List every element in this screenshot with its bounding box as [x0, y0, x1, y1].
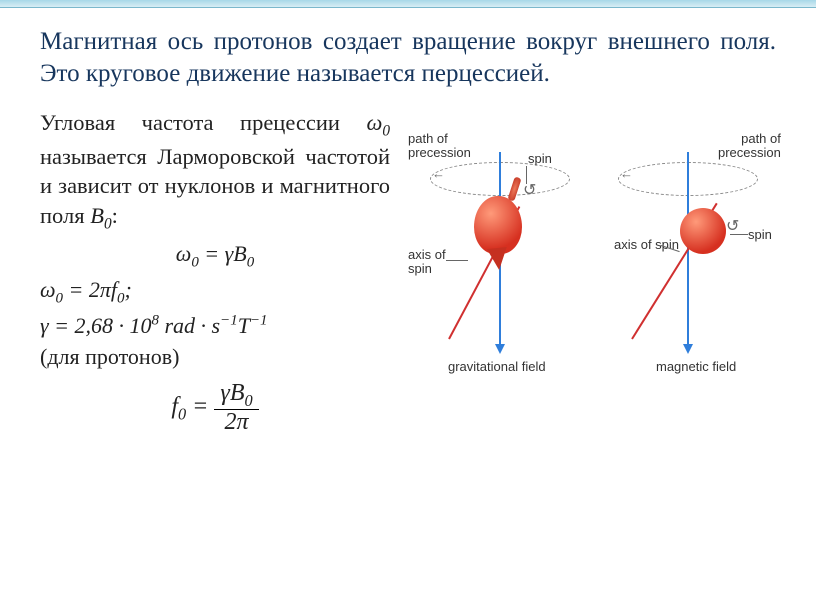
f2-eq: = 2πf — [63, 277, 117, 302]
formula-omega-eq-gammaB0: ω0 = γB0 — [40, 239, 390, 273]
slide-content: Магнитная ось протонов создает вращение … — [0, 0, 816, 447]
larmor-paragraph: Угловая частота прецессии ω0 называется … — [40, 108, 390, 235]
formula-omega-2pif: ω0 = 2πf0; — [40, 275, 390, 309]
label-path-left: path of precession — [408, 132, 471, 161]
precession-arrow-right: ← — [620, 166, 633, 181]
f1-lhs: ω — [176, 241, 192, 266]
f1-lhs-sub: 0 — [191, 254, 198, 270]
g-a: γ = 2,68 · 10 — [40, 313, 152, 338]
f2-end: ; — [125, 277, 132, 302]
formula-f0: f0 = γB02π — [40, 381, 390, 435]
label-axis-right: axis of spin — [614, 238, 679, 252]
label-gravitational: gravitational field — [448, 360, 546, 374]
note-protons: (для протонов) — [40, 342, 390, 371]
f2-lhs-sub: 0 — [56, 290, 63, 306]
spin-arrow-left: ↺ — [523, 180, 536, 200]
g-exp3: −1 — [250, 313, 268, 329]
figure-column: ↺ ↺ ← ← path of precession path of prece… — [408, 108, 776, 408]
label-spin-left: spin — [528, 152, 552, 166]
B-sub: 0 — [104, 216, 112, 233]
g-c: T — [238, 313, 250, 338]
f0-eq: = — [186, 394, 214, 420]
g-b: rad · s — [159, 313, 220, 338]
f1-rhs-sub: 0 — [247, 254, 254, 270]
top-tip — [487, 247, 509, 271]
f0-num-a: γB — [220, 380, 244, 406]
label-spin-right: spin — [748, 228, 772, 242]
f0-fraction: γB02π — [214, 381, 258, 435]
leader-spin-right — [730, 234, 748, 235]
slide-top-border — [0, 0, 816, 8]
f1-eq: = γB — [199, 241, 247, 266]
f0-sub: 0 — [178, 404, 186, 423]
g-exp2: −1 — [220, 313, 238, 329]
B-sym: B — [90, 203, 104, 228]
leader-axis-left — [446, 260, 468, 261]
intro-paragraph: Магнитная ось протонов создает вращение … — [40, 26, 776, 90]
f0-lhs: f — [171, 394, 178, 420]
text-column: Угловая частота прецессии ω0 называется … — [40, 108, 390, 437]
omega-sub: 0 — [382, 123, 390, 140]
f2-rhs-sub: 0 — [117, 290, 124, 306]
label-axis-left: axis of spin — [408, 248, 446, 277]
proton-sphere — [680, 208, 726, 254]
formula-gamma-value: γ = 2,68 · 108 rad · s−1T−1 — [40, 311, 390, 340]
label-magnetic: magnetic field — [656, 360, 736, 374]
content-row: Угловая частота прецессии ω0 называется … — [40, 108, 776, 437]
leader-spin-left — [526, 166, 527, 184]
precession-arrow-left: ← — [432, 166, 445, 181]
g-exp: 8 — [152, 313, 159, 329]
label-path-right: path of precession — [718, 132, 781, 161]
f0-num-sub: 0 — [245, 391, 253, 410]
top-blob — [474, 196, 522, 254]
omega-sym: ω — [366, 110, 382, 135]
p2-end: : — [112, 203, 118, 228]
f0-den: 2π — [214, 410, 258, 435]
f2-lhs: ω — [40, 277, 56, 302]
p2-before: Угловая частота прецессии — [40, 110, 366, 135]
spin-arrow-right: ↺ — [726, 216, 739, 236]
